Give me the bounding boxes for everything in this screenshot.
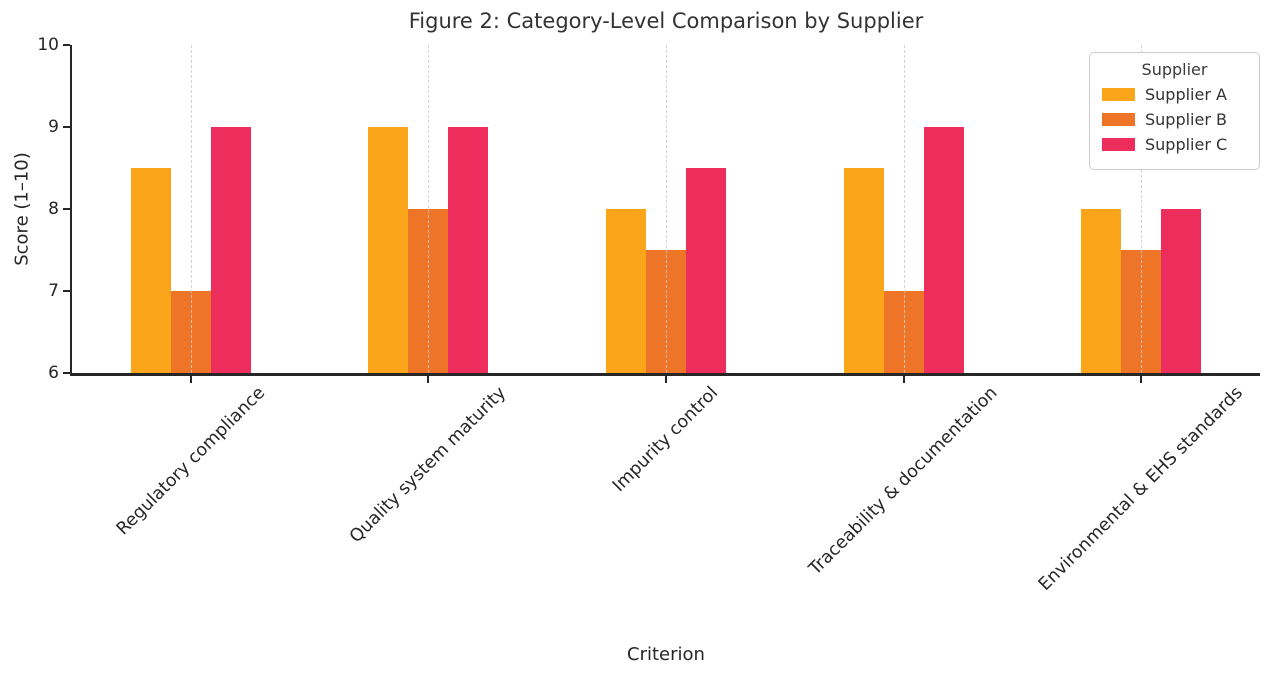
- y-tick-mark-8: [63, 208, 70, 210]
- legend-swatch-supplier-b: [1102, 113, 1135, 126]
- bar-supplier-c-impurity-control: [686, 168, 726, 373]
- gridline-environmental-ehs-standards: [1141, 45, 1143, 373]
- x-tick-mark-quality-system-maturity: [427, 375, 430, 383]
- legend: Supplier Supplier A Supplier B Supplier C: [1089, 52, 1260, 170]
- legend-entries: Supplier A Supplier B Supplier C: [1100, 85, 1249, 154]
- y-tick-mark-7: [63, 290, 70, 292]
- x-tick-mark-environmental-ehs-standards: [1140, 375, 1143, 383]
- legend-entry-supplier-a: Supplier A: [1102, 85, 1249, 104]
- legend-entry-supplier-b: Supplier B: [1102, 110, 1249, 129]
- bar-supplier-a-environmental-ehs-standards: [1081, 209, 1122, 373]
- legend-swatch-supplier-c: [1102, 138, 1135, 151]
- x-tick-mark-traceability-documentation: [902, 375, 905, 383]
- x-tick-label-impurity-control: Impurity control: [609, 383, 723, 497]
- x-tick-label-environmental-ehs-standards: Environmental & EHS standards: [1035, 383, 1247, 595]
- bar-supplier-a-traceability-documentation: [843, 168, 884, 373]
- y-tick-label-10: 10: [37, 35, 59, 55]
- bar-supplier-c-traceability-documentation: [923, 127, 964, 373]
- gridline-regulatory-compliance: [190, 45, 192, 373]
- bar-supplier-c-quality-system-maturity: [448, 127, 489, 373]
- legend-title: Supplier: [1141, 60, 1208, 79]
- y-tick-label-6: 6: [48, 363, 59, 383]
- bar-supplier-a-impurity-control: [606, 209, 646, 373]
- legend-swatch-supplier-a: [1102, 88, 1135, 101]
- bar-supplier-c-environmental-ehs-standards: [1161, 209, 1202, 373]
- y-tick-mark-9: [63, 126, 70, 128]
- legend-entry-supplier-c: Supplier C: [1102, 135, 1249, 154]
- chart-title: Figure 2: Category-Level Comparison by S…: [408, 9, 924, 33]
- x-tick-mark-impurity-control: [665, 375, 667, 383]
- x-tick-label-traceability-documentation: Traceability & documentation: [805, 383, 1002, 580]
- gridline-quality-system-maturity: [428, 45, 430, 373]
- legend-label-supplier-c: Supplier C: [1145, 135, 1228, 154]
- y-axis-spine: [70, 45, 72, 375]
- legend-label-supplier-a: Supplier A: [1145, 85, 1227, 104]
- bar-supplier-a-regulatory-compliance: [130, 168, 171, 373]
- bar-supplier-a-quality-system-maturity: [368, 127, 409, 373]
- x-tick-mark-regulatory-compliance: [189, 375, 192, 383]
- legend-label-supplier-b: Supplier B: [1145, 110, 1227, 129]
- x-axis-spine: [70, 373, 1260, 376]
- gridline-impurity-control: [666, 45, 667, 373]
- x-tick-label-quality-system-maturity: Quality system maturity: [346, 383, 511, 548]
- x-tick-label-regulatory-compliance: Regulatory compliance: [112, 383, 269, 540]
- gridline-traceability-documentation: [903, 45, 905, 373]
- y-tick-label-7: 7: [48, 281, 59, 301]
- bar-supplier-c-regulatory-compliance: [210, 127, 251, 373]
- y-tick-label-8: 8: [48, 199, 59, 219]
- y-tick-mark-10: [63, 44, 70, 46]
- y-tick-label-9: 9: [48, 117, 59, 137]
- x-axis-label: Criterion: [627, 644, 705, 665]
- y-tick-mark-6: [63, 372, 70, 374]
